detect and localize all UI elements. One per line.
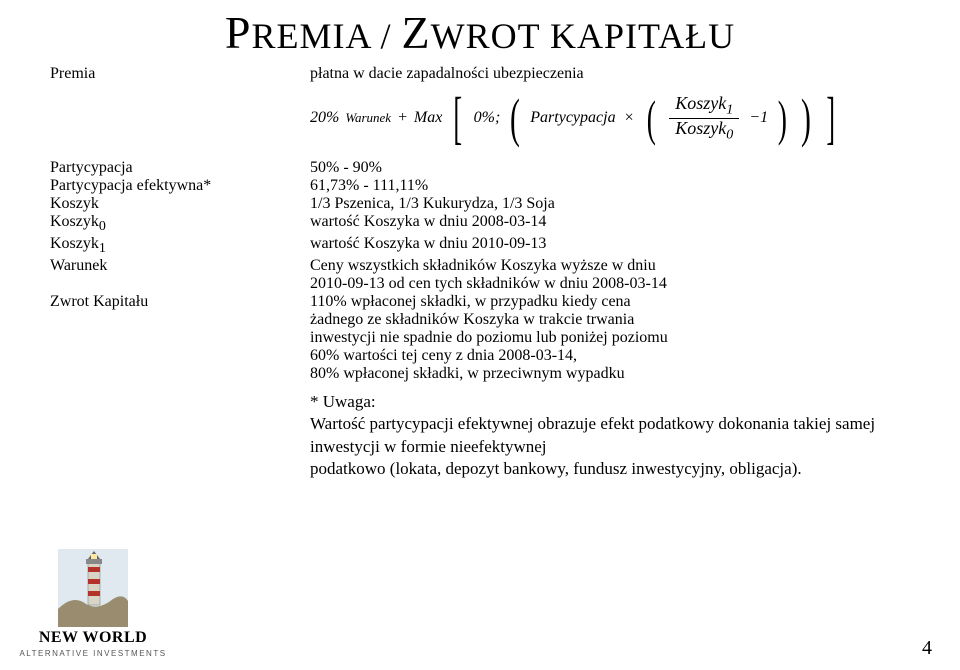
label-koszyk0-sub: 0 [99,219,106,234]
title-word1-cap: P [225,7,252,58]
value-partycypacja-ef: 61,73% - 111,11% [310,177,920,195]
footnote-label: * Uwaga: [310,391,920,413]
frac-num-sub: 1 [726,102,733,117]
value-partycypacja: 50% - 90% [310,159,920,177]
value-zwrot-l5: 80% wpłaconej składki, w przeciwnym wypa… [310,365,920,383]
left-bracket-icon: [ [454,89,463,147]
title-sep: / [371,16,402,56]
value-zwrot-l2: żadnego ze składników Koszyka w trakcie … [310,311,920,329]
page-number: 4 [922,637,932,660]
formula: 20%Warunek + Max [ 0%; ( Partycypacja × … [310,89,920,147]
row-warunek: Warunek Ceny wszystkich składników Koszy… [50,257,920,293]
label-partycypacja-ef: Partycypacja efektywna* [50,177,310,195]
title-word2-cap: Z [402,7,431,58]
row-koszyk1: Koszyk1 wartość Koszyka w dniu 2010-09-1… [50,235,920,257]
formula-20pct: 20% [310,109,339,127]
label-koszyk1-main: Koszyk [50,235,99,252]
formula-minus1: −1 [749,109,768,127]
label-koszyk1-sub: 1 [99,241,106,256]
logo: NEW WORLD ALTERNATIVE INVESTMENTS [18,549,168,658]
footnote-l1: Wartość partycypacji efektywnej obrazuje… [310,413,920,457]
label-zwrot: Zwrot Kapitału [50,293,310,383]
formula-max: Max [414,109,442,127]
right-paren-icon: ) [801,91,811,145]
left-paren-icon: ( [510,91,520,145]
row-koszyk0: Koszyk0 wartość Koszyka w dniu 2008-03-1… [50,213,920,235]
frac-num-main: Koszyk [675,93,726,113]
formula-plus: + [397,109,408,127]
label-koszyk: Koszyk [50,195,310,213]
logo-sub: ALTERNATIVE INVESTMENTS [18,649,168,658]
page-title: PREMIA / ZWROT KAPITAŁU [0,6,960,59]
right-bracket-icon: ] [826,89,835,147]
frac-den-main: Koszyk [675,118,726,138]
value-zwrot-l3: inwestycji nie spadnie do poziomu lub po… [310,329,920,347]
value-warunek-l2: 2010-09-13 od cen tych składników w dniu… [310,275,920,293]
row-partycypacja: Partycypacja 50% - 90% [50,159,920,177]
label-warunek: Warunek [50,257,310,293]
value-koszyk0: wartość Koszyka w dniu 2008-03-14 [310,213,920,235]
value-koszyk1: wartość Koszyka w dniu 2010-09-13 [310,235,920,257]
label-premia: Premia [50,65,310,83]
multiply-icon: × [622,109,637,127]
footnote: * Uwaga: Wartość partycypacji efektywnej… [0,383,960,479]
row-formula: 20%Warunek + Max [ 0%; ( Partycypacja × … [50,83,920,159]
value-warunek-l1: Ceny wszystkich składników Koszyka wyższ… [310,257,920,275]
logo-name: NEW WORLD [18,629,168,647]
label-koszyk0-main: Koszyk [50,213,99,230]
frac-den-sub: 0 [726,127,733,142]
formula-partycypacja: Partycypacja [530,109,615,127]
left-paren2-icon: ( [646,93,655,143]
lighthouse-icon [58,549,128,627]
formula-fraction: Koszyk1 Koszyk0 [669,94,739,143]
formula-sup-warunek: Warunek [345,110,391,126]
label-partycypacja: Partycypacja [50,159,310,177]
right-paren2-icon: ) [778,93,787,143]
value-koszyk: 1/3 Pszenica, 1/3 Kukurydza, 1/3 Soja [310,195,920,213]
value-premia: płatna w dacie zapadalności ubezpieczeni… [310,65,920,83]
title-word1-rest: REMIA [252,16,371,56]
formula-zero: 0%; [474,109,501,127]
footnote-l2: podatkowo (lokata, depozyt bankowy, fund… [310,458,920,480]
content-block: Premia płatna w dacie zapadalności ubezp… [0,65,960,383]
page: PREMIA / ZWROT KAPITAŁU Premia płatna w … [0,6,960,670]
row-premia: Premia płatna w dacie zapadalności ubezp… [50,65,920,83]
title-word2-rest: WROT KAPITAŁU [431,16,735,56]
value-zwrot-l4: 60% wartości tej ceny z dnia 2008-03-14, [310,347,920,365]
row-partycypacja-ef: Partycypacja efektywna* 61,73% - 111,11% [50,177,920,195]
value-zwrot-l1: 110% wpłaconej składki, w przypadku kied… [310,293,920,311]
row-koszyk: Koszyk 1/3 Pszenica, 1/3 Kukurydza, 1/3 … [50,195,920,213]
row-zwrot: Zwrot Kapitału 110% wpłaconej składki, w… [50,293,920,383]
